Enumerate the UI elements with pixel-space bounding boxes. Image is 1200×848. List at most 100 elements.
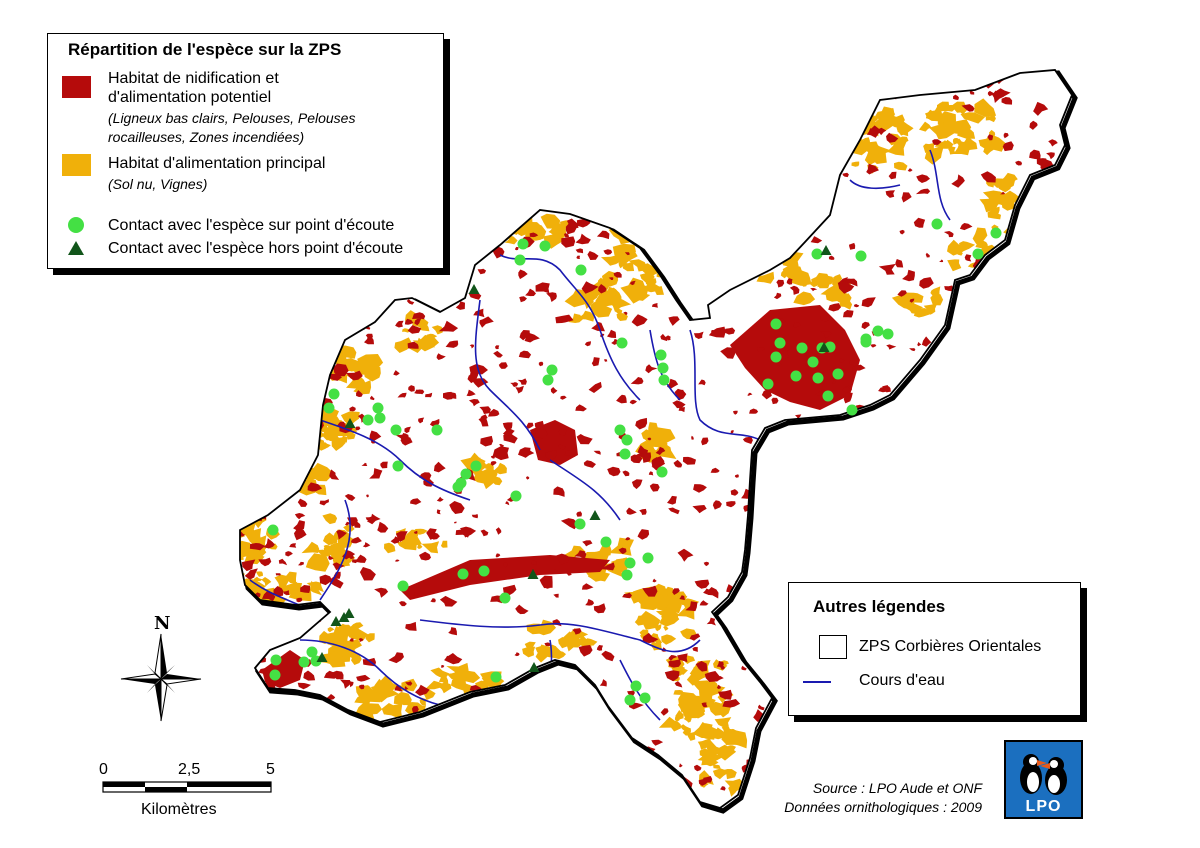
nesting-habitat-patch [443,391,454,400]
nesting-habitat-patch [519,296,527,303]
nesting-habitat-patch [1058,305,1068,312]
nesting-habitat-patch [1031,357,1039,363]
nesting-habitat-patch [342,269,351,277]
nesting-habitat-patch [505,146,516,156]
contact-point-marker [397,580,409,592]
nesting-habitat-patch [306,614,317,623]
nesting-habitat-patch [580,219,588,224]
nesting-habitat-patch [732,195,748,206]
nesting-habitat-patch [297,498,308,507]
feeding-habitat-patch [394,337,413,353]
nesting-habitat-patch [703,561,709,567]
contact-point-marker [470,460,482,472]
nesting-habitat-patch [923,436,941,449]
nesting-habitat-patch [942,358,947,363]
nesting-habitat-patch [482,783,494,791]
feeding-habitat-patch [997,172,1018,188]
nesting-habitat-patch [983,454,988,460]
nesting-habitat-patch [690,105,697,111]
contact-point-marker [812,372,824,384]
nesting-habitat-patch [535,282,550,294]
nesting-habitat-patch [242,666,247,671]
nesting-habitat-patch [607,329,617,338]
nesting-habitat-patch [255,395,263,401]
nesting-habitat-patch [732,158,748,169]
nesting-habitat-patch [635,417,648,430]
nesting-habitat-patch [588,381,602,393]
scale-tick-2-5: 2,5 [178,761,201,778]
nesting-habitat-patch [538,361,544,367]
nesting-habitat-patch [544,642,551,647]
contact-point-marker [298,656,310,668]
contact-point-marker [822,390,834,402]
nesting-habitat-patch [593,603,606,614]
nesting-habitat-patch [722,699,741,708]
nesting-habitat-patch [297,778,305,785]
nesting-habitat-patch [404,426,411,434]
feeding-habitat-patch [427,338,435,348]
nesting-habitat-patch [240,722,247,733]
nesting-habitat-patch [470,378,489,388]
nesting-habitat-patch [969,408,989,422]
nesting-habitat-patch [241,559,256,572]
nesting-habitat-patch [629,399,637,405]
nesting-habitat-patch [983,536,992,545]
nesting-habitat-patch [479,316,494,328]
nesting-habitat-patch [515,604,529,615]
nesting-habitat-patch [693,484,707,493]
nesting-habitat-patch [913,217,926,228]
nesting-habitat-patch [639,508,647,515]
nesting-habitat-patch [622,470,630,477]
nesting-habitat-patch [932,773,940,778]
nesting-habitat-patch [668,507,680,515]
nesting-habitat-patch [276,399,283,405]
nesting-habitat-patch [768,650,780,662]
nesting-habitat-patch [750,224,763,235]
feeding-habitat-patch [412,339,423,346]
nesting-habitat-patch [642,585,658,597]
nesting-habitat-patch [458,711,472,722]
feeding-habitat-patch [256,571,263,577]
nesting-habitat-patch [278,558,288,566]
nesting-habitat-patch [942,497,957,512]
nesting-habitat-patch [723,327,736,335]
nesting-habitat-patch [292,322,297,326]
nesting-habitat-patch [758,704,765,711]
nesting-habitat-patch [729,168,748,184]
nesting-habitat-patch [380,461,388,469]
feeding-habitat-patch [323,543,342,558]
nesting-habitat-patch [631,766,644,778]
nesting-habitat-patch [888,171,897,180]
nesting-habitat-patch [651,457,666,471]
nesting-habitat-patch [455,123,469,131]
nesting-habitat-patch [776,279,785,288]
nesting-habitat-patch [406,299,415,305]
feeding-habitat-patch [490,476,503,486]
nesting-habitat-patch [978,329,990,342]
nesting-habitat-patch [790,502,802,509]
nesting-habitat-patch [560,395,567,400]
contact-point-marker [372,402,384,414]
nesting-habitat-patch [566,573,572,576]
nesting-habitat-patch [1059,311,1068,320]
nesting-habitat-patch [249,543,266,551]
nesting-habitat-patch [539,801,547,808]
nesting-habitat-patch [886,411,900,422]
nesting-habitat-patch [682,167,690,173]
feeding-habitat-patch [894,161,908,171]
nesting-habitat-patch [992,90,1005,103]
nesting-habitat-patch [928,536,944,548]
contact-point-marker [832,368,844,380]
other-legend: Autres légendes ZPS Corbières Orientales… [788,582,1081,716]
nesting-habitat-patch [395,320,404,328]
nesting-habitat-patch [1020,561,1031,570]
nesting-habitat-patch [638,785,651,793]
nesting-habitat-patch [795,414,802,420]
nesting-habitat-patch [581,583,594,590]
nesting-habitat-patch [246,721,261,729]
nesting-habitat-patch [1032,215,1043,223]
nesting-habitat-patch [932,139,942,145]
feeding-habitat-patch [906,303,924,311]
nesting-habitat-patch [656,111,672,123]
contact-point-marker [616,337,628,349]
